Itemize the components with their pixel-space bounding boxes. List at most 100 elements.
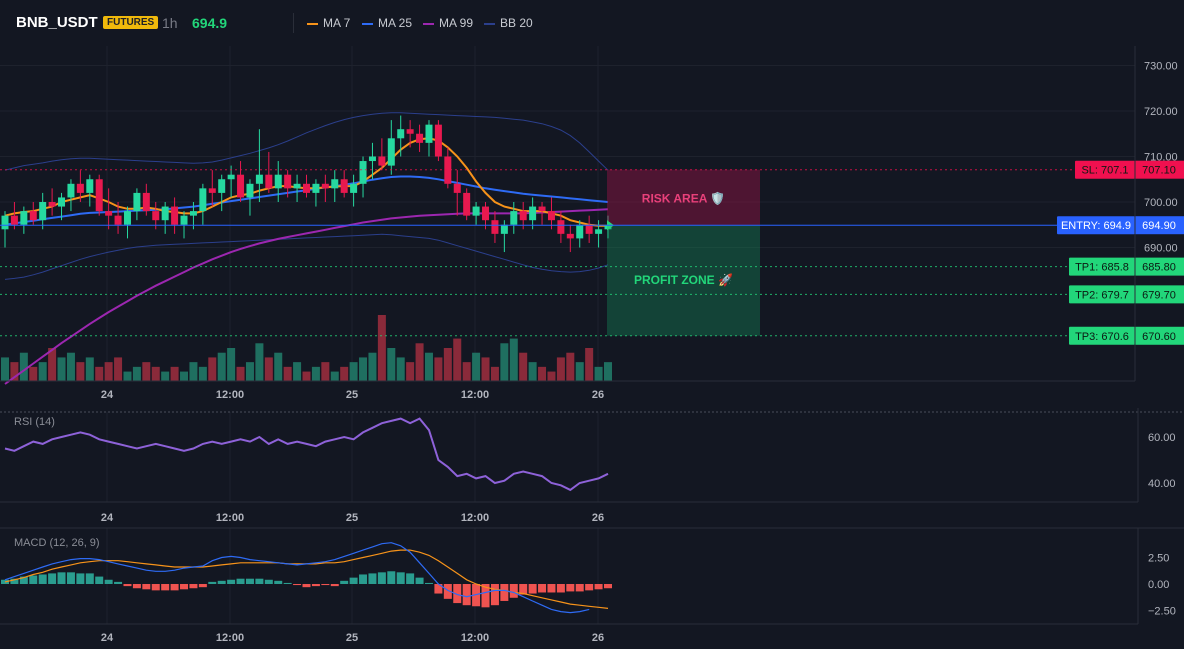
volume-bar: [500, 343, 509, 381]
profit-zone-label: PROFIT ZONE 🚀: [634, 273, 733, 287]
macd-hist-bar: [170, 584, 179, 591]
macd-hist-bar: [349, 577, 358, 584]
candle-body: [142, 192, 150, 212]
axes: 730.00 720.00 710.00 700.00 690.00 24 24 24 12:0…: [0, 46, 1184, 644]
legend-ma7[interactable]: MA 7: [307, 16, 350, 30]
volume-bar: [245, 362, 254, 381]
macd-hist-bar: [519, 584, 528, 595]
futures-badge: FUTURES: [103, 16, 159, 29]
macd-hist-bar: [198, 584, 207, 588]
volume-bar: [387, 348, 396, 381]
macd-hist-bar: [359, 574, 368, 584]
interval-label[interactable]: 1h: [162, 15, 178, 31]
candle-body: [293, 183, 301, 189]
price-tick: 720.00: [1144, 106, 1178, 118]
candle-body: [500, 224, 508, 234]
macd-hist-bar: [377, 572, 386, 584]
volume-bar: [575, 362, 584, 381]
rsi-tick: 40.00: [1148, 478, 1176, 490]
volume-bar: [406, 362, 415, 381]
price-tick: 690.00: [1144, 243, 1178, 255]
volume-bar: [142, 362, 151, 381]
symbol-title[interactable]: BNB_USDT: [16, 14, 98, 31]
candle-body: [350, 183, 358, 193]
macd-hist-bar: [509, 584, 518, 598]
candle-body: [20, 211, 28, 225]
candle-body: [284, 174, 292, 189]
volume-bar: [359, 357, 368, 381]
candle-body: [227, 174, 235, 180]
candle-body: [180, 215, 188, 225]
macd-hist-bar: [38, 574, 47, 584]
level-value-box: [1135, 216, 1184, 235]
macd-hist-bar: [387, 571, 396, 584]
candle-body: [444, 156, 452, 184]
volume-bar: [151, 366, 160, 381]
volume-bar: [95, 366, 104, 381]
macd-hist-bar: [151, 584, 160, 591]
candle-body: [510, 211, 518, 225]
candle-body: [595, 229, 603, 234]
candle-body: [189, 211, 197, 216]
macd-hist-bar: [302, 584, 311, 588]
volume-bar: [462, 362, 471, 381]
volume-bar: [123, 371, 132, 381]
volume-bar: [217, 352, 226, 381]
legend-ma99-swatch: [423, 22, 434, 25]
risk-area-label: RISK AREA 🛡️: [642, 192, 725, 206]
time-tick: 24: [101, 632, 114, 644]
time-tick: 26: [592, 389, 604, 401]
level-label-box: [1057, 216, 1135, 235]
trade-levels: SL: 707.1 707.10 ENTRY: 694.9 694.90 TP1: 68…: [0, 160, 1184, 345]
time-tick: 12:00: [216, 632, 244, 644]
legend-ma99[interactable]: MA 99: [423, 16, 473, 30]
volume-bar: [434, 357, 443, 381]
volume-bar: [161, 371, 170, 381]
macd-tick: 0.00: [1148, 579, 1169, 591]
macd-hist-bar: [66, 572, 75, 584]
macd-hist-bar: [575, 584, 584, 592]
macd-hist-bar: [594, 584, 603, 590]
macd-hist-bar: [585, 584, 594, 591]
volume-bar: [104, 362, 113, 381]
candle-body: [529, 206, 537, 221]
level-name: TP1: 685.8: [1075, 262, 1129, 274]
volume-bar: [519, 352, 528, 381]
macd-hist-bar: [180, 584, 189, 590]
rsi-title: RSI (14): [14, 416, 55, 428]
volume-bar: [198, 366, 207, 381]
time-tick: 25: [346, 389, 358, 401]
macd-hist-bar: [424, 582, 433, 584]
legend-ma25[interactable]: MA 25: [362, 16, 412, 30]
macd-hist-bar: [321, 584, 330, 586]
bb-lower: [4, 233, 609, 280]
legend-bb20[interactable]: BB 20: [484, 16, 533, 30]
macd-hist-bar: [57, 572, 66, 584]
volume-bar: [227, 348, 236, 381]
volume-bar: [48, 348, 57, 381]
macd-hist-bar: [434, 584, 443, 594]
volume-bar: [396, 357, 405, 381]
volume-bar: [85, 357, 94, 381]
grid-lines: [0, 46, 1135, 624]
chart-header: BNB_USDT FUTURES 1h 694.9 MA 7 MA 25 MA …: [0, 0, 1184, 46]
volume-bar: [170, 366, 179, 381]
volume-bar: [424, 352, 433, 381]
macd-hist-bar: [132, 584, 141, 589]
volume-bar: [481, 357, 490, 381]
level-name: TP3: 670.6: [1075, 331, 1129, 343]
candle-body: [321, 183, 329, 189]
volume-bar: [538, 366, 547, 381]
macd-hist-bar: [406, 573, 415, 584]
macd-hist-bar: [293, 584, 302, 586]
legend-ma7-swatch: [307, 22, 318, 25]
macd-hist-bar: [311, 584, 320, 587]
candle-body: [378, 156, 386, 166]
macd-hist-bar: [85, 573, 94, 584]
macd-hist-bar: [227, 579, 236, 584]
candle-body: [387, 138, 395, 166]
level-value-box: [1135, 257, 1184, 276]
volume-bar: [180, 371, 189, 381]
candle-body: [133, 192, 141, 212]
